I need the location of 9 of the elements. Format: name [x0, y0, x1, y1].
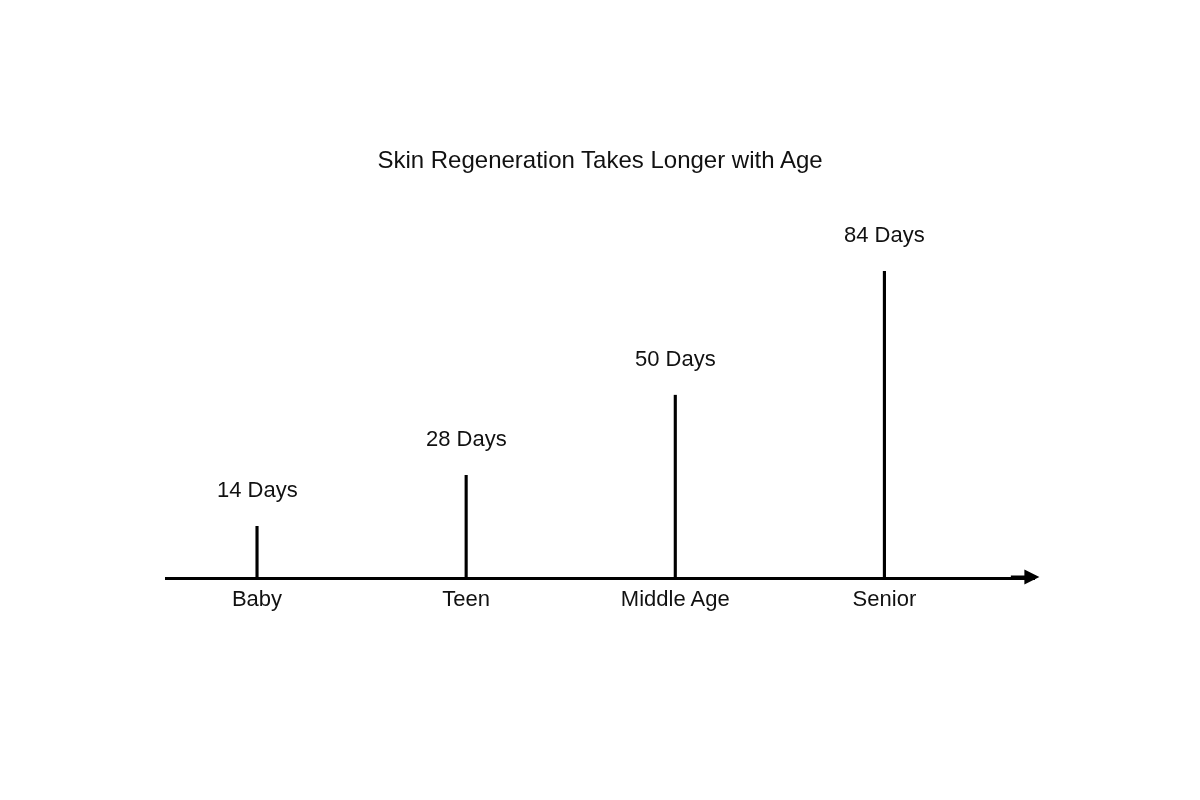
- x-tick-label: Middle Age: [620, 586, 730, 612]
- data-label: 84 Days: [844, 222, 925, 247]
- data-label: 14 Days: [217, 477, 298, 502]
- x-tick-label: Baby: [231, 586, 283, 612]
- data-label: 28 Days: [426, 426, 507, 451]
- chart-title: Skin Regeneration Takes Longer with Age: [377, 146, 823, 174]
- x-tick-label: Teen: [442, 586, 491, 612]
- x-tick-label: Senior: [852, 586, 917, 612]
- data-label: 50 Days: [635, 346, 716, 371]
